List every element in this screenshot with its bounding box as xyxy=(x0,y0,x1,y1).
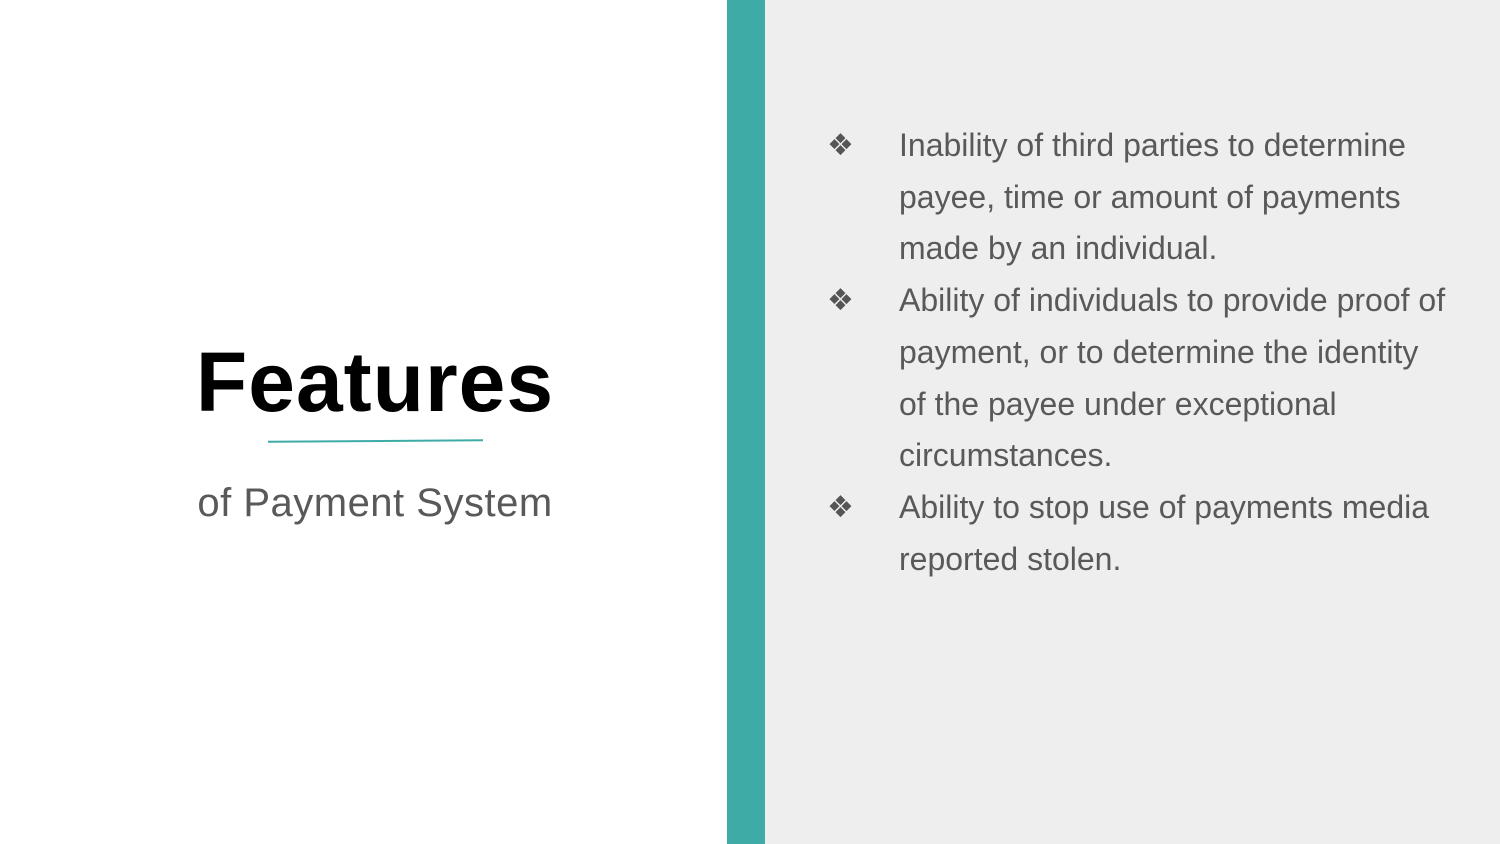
title-panel: Features of Payment System xyxy=(0,0,727,844)
diamond-bullet-icon: ❖ xyxy=(827,489,854,525)
diamond-bullet-icon: ❖ xyxy=(827,128,854,163)
bullet-item: ❖ Ability to stop use of payments media … xyxy=(827,482,1447,585)
slide-title: Features xyxy=(195,335,555,429)
slide-subtitle: of Payment System xyxy=(197,481,553,525)
accent-bar xyxy=(727,0,765,844)
bullet-item: ❖ Inability of third parties to determin… xyxy=(827,120,1447,275)
bullet-item: ❖ Ability of individuals to provide proo… xyxy=(827,275,1447,482)
title-underline xyxy=(267,439,484,443)
content-panel: ❖ Inability of third parties to determin… xyxy=(765,0,1500,844)
bullet-text: Inability of third parties to determine … xyxy=(899,127,1406,267)
diamond-bullet-icon: ❖ xyxy=(827,283,854,319)
bullet-text: Ability of individuals to provide proof … xyxy=(899,282,1446,474)
bullet-list: ❖ Inability of third parties to determin… xyxy=(827,120,1447,585)
bullet-text: Ability to stop use of payments media re… xyxy=(899,488,1430,577)
